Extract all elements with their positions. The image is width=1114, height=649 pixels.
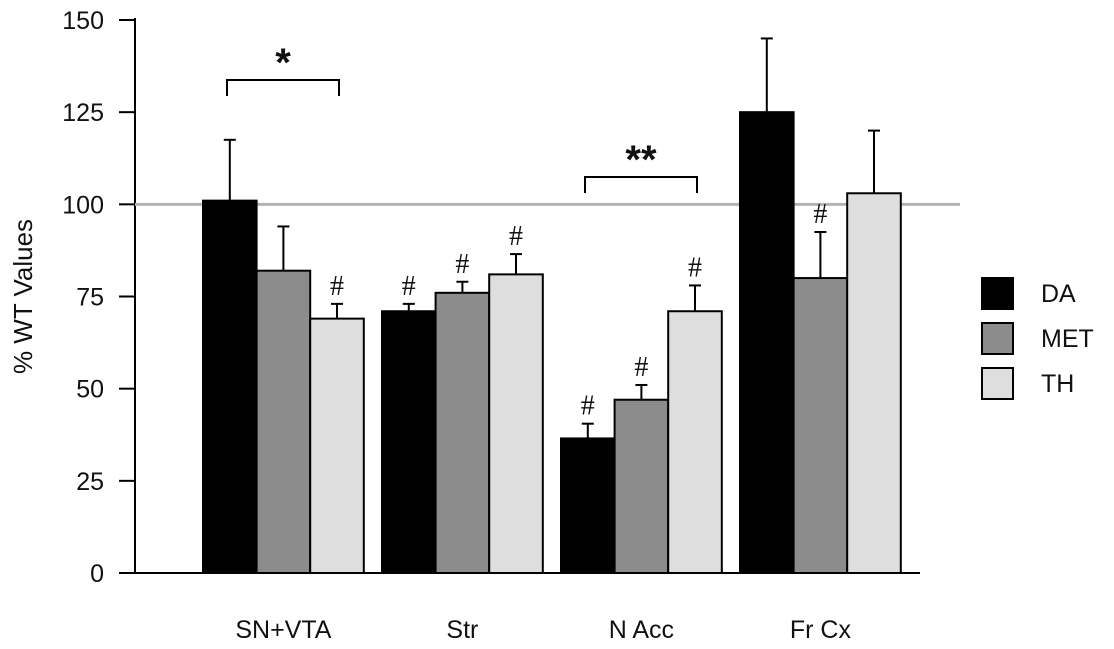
legend-label-da: DA — [1041, 280, 1076, 308]
y-tick-label: 25 — [76, 468, 104, 496]
y-tick-label: 150 — [62, 7, 104, 35]
y-tick-label: 100 — [62, 191, 104, 219]
bar-th — [488, 273, 544, 574]
bar-da — [202, 199, 258, 574]
bar-da — [560, 437, 616, 575]
significance-hash: # — [402, 271, 416, 302]
legend: DA MET TH — [981, 277, 1094, 400]
significance-hash: # — [688, 252, 702, 283]
significance-hash: # — [455, 249, 469, 280]
significance-star: ** — [625, 138, 657, 182]
significance-star: * — [275, 41, 291, 85]
bar-da — [739, 111, 795, 575]
bar-met — [613, 398, 670, 574]
bar-met — [434, 291, 491, 574]
x-category-label: N Acc — [609, 616, 674, 644]
legend-swatch-th — [981, 367, 1014, 400]
significance-hash: # — [330, 271, 344, 302]
y-tick-label: 75 — [76, 284, 104, 312]
x-axis: SN+VTA Str N Acc Fr Cx — [135, 572, 920, 644]
annotations-layer: # #######*** — [226, 41, 827, 422]
bar-da — [381, 310, 437, 574]
legend-label-met: MET — [1041, 325, 1094, 353]
significance-hash: # — [509, 221, 523, 252]
significance-hash: # — [634, 352, 648, 383]
y-tick-label: 125 — [62, 99, 104, 127]
x-category-label: Str — [446, 616, 478, 644]
bar-met — [792, 277, 849, 574]
bar-th — [846, 192, 902, 574]
y-axis-label: % WT Values — [8, 219, 38, 374]
x-category-label: SN+VTA — [235, 616, 331, 644]
y-tick-label: 50 — [76, 376, 104, 404]
significance-bracket — [226, 79, 340, 96]
legend-swatch-da — [981, 277, 1014, 310]
legend-label-th: TH — [1041, 370, 1074, 398]
y-tick-label: 0 — [90, 560, 104, 588]
significance-bracket — [584, 176, 698, 193]
x-category-label: Fr Cx — [790, 616, 852, 644]
significance-hash: # — [581, 391, 595, 422]
bar-th — [667, 310, 723, 574]
bar-met — [255, 269, 312, 574]
bars-layer — [202, 37, 902, 575]
significance-hash: # — [813, 199, 827, 230]
bar-th — [309, 317, 365, 574]
y-axis: 0 25 50 75 100 125 150 — [62, 7, 136, 588]
legend-swatch-met — [981, 322, 1014, 355]
